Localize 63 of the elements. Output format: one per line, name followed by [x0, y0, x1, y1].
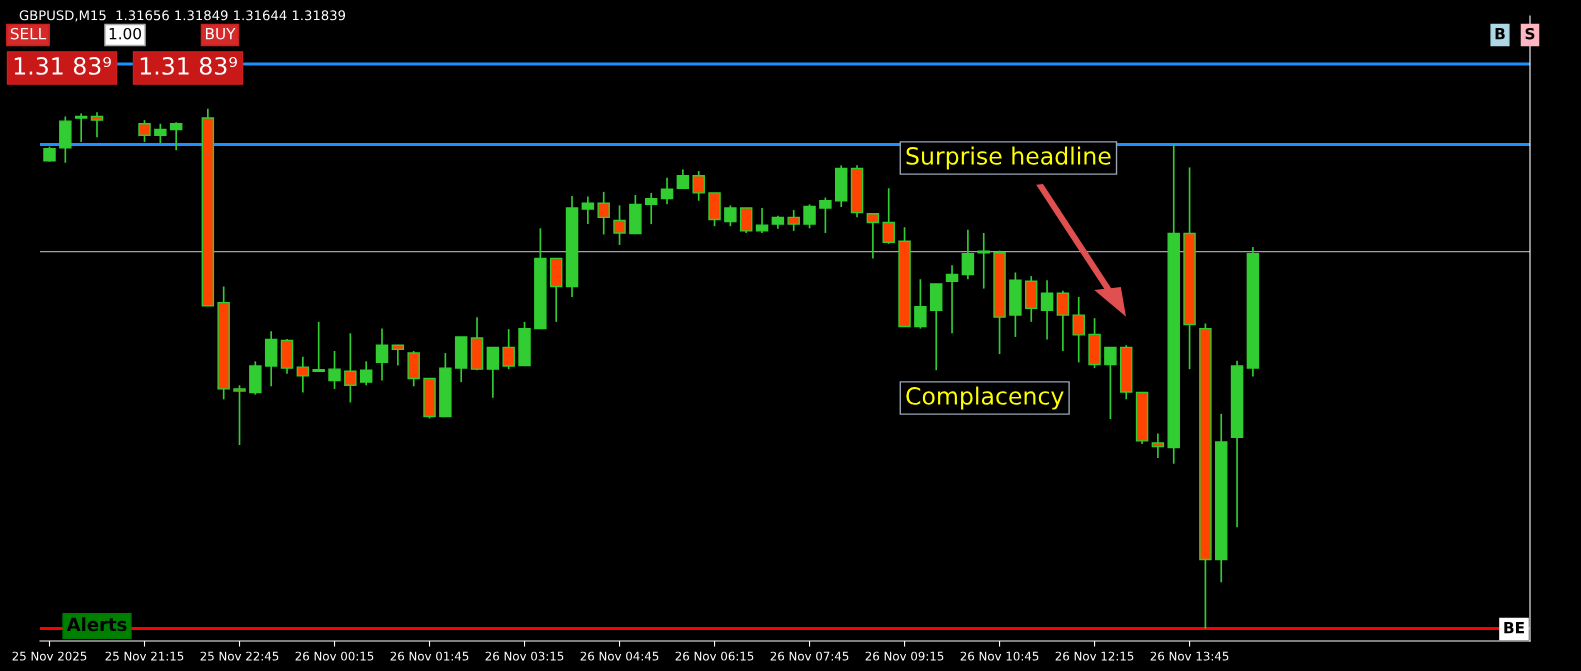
x-tick-label: 26 Nov 03:15: [485, 651, 564, 661]
x-tick-label: 26 Nov 12:15: [1055, 651, 1134, 661]
candlestick: [692, 170, 705, 202]
candlestick: [1056, 289, 1070, 352]
candlestick: [581, 195, 595, 225]
candlestick: [945, 264, 959, 335]
annotation: Alerts: [66, 617, 127, 632]
annotation: Surprise headline: [906, 146, 1111, 170]
candlestick: [803, 203, 816, 230]
text: B: [1495, 28, 1505, 40]
candlestick: [375, 327, 389, 382]
x-tick-label: 26 Nov 13:45: [1150, 651, 1229, 661]
x-tick-label: 25 Nov 2025: [12, 651, 87, 661]
candlestick: [1040, 279, 1054, 341]
candlestick: [914, 278, 927, 330]
candlestick: [74, 112, 88, 143]
x-tick-label: 25 Nov 21:15: [105, 651, 184, 661]
candlestick: [312, 321, 325, 373]
candlestick: [1072, 296, 1085, 364]
x-tick-label: 26 Nov 00:15: [295, 651, 374, 661]
text: 1.31 83⁹: [14, 56, 111, 75]
text: SELL: [10, 27, 47, 40]
candlestick: [233, 384, 246, 446]
candlestick: [819, 196, 832, 234]
candlestick: [724, 204, 737, 228]
candlestick: [613, 204, 626, 246]
candlestick: [1104, 346, 1117, 420]
chart-title: GBPUSD,M15 1.31656 1.31849 1.31644 1.31839: [19, 10, 346, 22]
candlestick: [866, 212, 880, 260]
candlestick: [1151, 432, 1165, 459]
x-tick-label: 26 Nov 09:15: [865, 651, 944, 661]
candlestick: [977, 232, 990, 290]
annotation: Complacency: [906, 386, 1064, 410]
text: S: [1525, 27, 1535, 40]
text: 1.00: [109, 27, 141, 40]
text: BE: [1504, 622, 1524, 634]
candlestick: [755, 207, 769, 234]
x-tick-label: 26 Nov 01:45: [390, 651, 469, 661]
candlestick: [296, 355, 310, 394]
candlestick: [502, 328, 515, 370]
candlestick: [644, 192, 658, 225]
candlestick: [344, 332, 357, 404]
candlestick: [660, 177, 674, 206]
candlestick: [169, 121, 183, 152]
x-tick-label: 26 Nov 10:45: [960, 651, 1039, 661]
candlestick: [359, 360, 373, 387]
candlestick: [597, 191, 610, 236]
candlestick: [486, 346, 500, 399]
candlestick: [90, 111, 104, 139]
candlestick: [138, 119, 151, 143]
candlestick: [328, 350, 341, 390]
candlestick: [787, 209, 800, 232]
candlestick: [676, 168, 690, 190]
x-tick-label: 26 Nov 04:45: [580, 651, 659, 661]
x-tick-label: 26 Nov 07:45: [770, 651, 849, 661]
candlestick: [739, 207, 753, 234]
x-tick-label: 25 Nov 22:45: [200, 651, 279, 661]
text: BUY: [206, 28, 236, 40]
x-tick-label: 26 Nov 06:15: [675, 651, 754, 661]
candlestick: [961, 228, 975, 281]
text: 1.31 83⁹: [140, 56, 237, 75]
candlestick: [154, 122, 167, 144]
candlestick: [882, 187, 895, 245]
